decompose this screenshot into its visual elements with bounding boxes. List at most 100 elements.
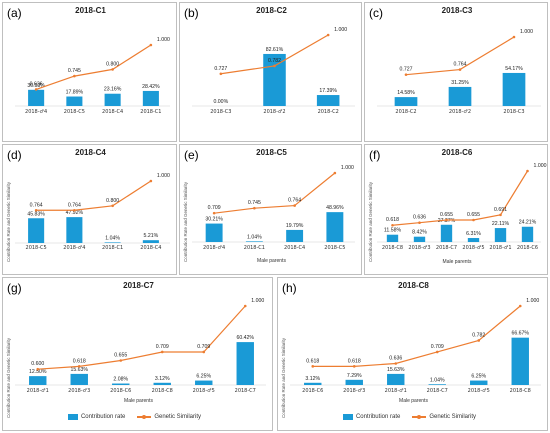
chart-plot: 12.50% 15.63% 2.08% 3.12% 6.25% 60.42% 0.600 0.… [15,298,266,404]
line-point [311,365,315,368]
line-point [352,365,356,368]
similarity-line [214,172,336,214]
line-data-label: 0.764 [30,202,43,208]
x-tick-label: 2018-♂3 [408,245,430,251]
line-point [73,74,76,78]
x-tick-label: 2018-♂1 [27,388,49,394]
line-data-label: 0.655 [114,353,127,359]
chart-panel: (c) 2018-C3 14.58% 31.25% 54.17% 0.727 0.764 1.… [364,2,548,142]
legend-label: Contribution rate [355,414,401,420]
x-tick-label: 2018-♂4 [203,245,225,251]
x-tick-label: 2018-C4 [140,245,161,251]
chart-title: 2018-C1 [75,6,106,15]
bar-data-label: 31.25% [451,80,469,86]
line-point [404,73,408,76]
similarity-line [37,305,246,370]
similarity-line [312,305,521,367]
bar-data-label: 23.16% [104,87,122,93]
x-tick-label: 2018-C2 [318,109,339,115]
bar-data-label: 82.61% [266,47,284,53]
line-data-label: 1.000 [251,298,264,304]
x-tick-label: 2018-♂4 [25,109,47,115]
bar [467,238,480,242]
x-tick-label: 2018-♂1 [489,245,511,251]
legend-item: Contribution rate [342,414,401,420]
bar-data-label: 8.42% [412,230,427,236]
line-data-label: 0.782 [268,58,281,64]
bar-data-label: 19.79% [286,223,304,229]
chart-panel: (d) 2018-C4 Contribution Rate and Genetic … [2,144,177,275]
line-data-label: 0.636 [30,81,43,87]
legend-item: Contribution rate [67,414,125,420]
x-tick-label: 2018-♂4 [63,245,85,251]
bar-data-label: 17.89% [66,90,84,96]
line-point [219,72,223,76]
bar-data-label: 45.83% [27,211,45,217]
bar [304,382,322,385]
x-tick-label: 2018-♂5 [462,245,484,251]
chart-title: 2018-C2 [256,6,287,15]
chart-title: 2018-C6 [441,148,473,157]
line-data-label: 0.800 [106,198,119,204]
bar [153,382,171,385]
x-axis-title: Male parents [443,259,472,265]
bar-data-label: 7.29% [347,373,362,379]
panel-label: (d) [7,148,22,162]
line-data-label: 1.000 [157,173,170,179]
chart-title: 2018-C8 [398,281,429,290]
legend-bar-swatch [67,414,78,420]
line-data-label: 0.764 [288,198,301,204]
line-point [518,304,522,308]
x-tick-label: 2018-C1 [244,245,265,251]
bar [104,242,121,243]
line-point [149,43,153,47]
bar [428,384,446,385]
chart-plot: 14.58% 31.25% 54.17% 0.727 0.764 1.000 2018-C2… [377,29,541,115]
line-data-label: 0.709 [156,344,169,350]
bar [236,342,254,385]
chart-panel: (e) 2018-C5 Contribution Rate and Genetic … [179,144,362,275]
bar-data-label: 6.25% [471,374,486,380]
x-tick-label: 2018-C1 [140,109,161,115]
line-data-label: 0.655 [440,212,453,218]
x-tick-label: 2018-C1 [102,245,123,251]
bar [28,218,45,243]
bar [142,90,159,106]
panel-label: (c) [369,6,383,20]
line-point [326,33,330,37]
x-tick-label: 2018-C8 [510,388,531,394]
bar [195,380,213,385]
legend: Contribution rate Genetic Similarity [3,414,274,420]
x-tick-label: 2018-♂1 [385,388,407,394]
line-point [160,350,164,354]
line-point [77,365,81,368]
bar-data-label: 30.21% [205,217,223,223]
line-point [394,362,398,365]
line-point [418,221,421,224]
bar [511,337,529,385]
line-point [435,350,439,354]
line-point [458,68,462,71]
x-tick-label: 2018-C7 [427,388,448,394]
x-tick-label: 2018-♂2 [263,109,285,115]
bar [326,212,344,242]
x-tick-label: 2018-C3 [503,109,524,115]
bar [387,373,405,385]
line-data-label: 0.636 [413,215,426,221]
bar-data-label: 28.42% [142,84,160,90]
bar [502,72,526,106]
bar-data-label: 11.58% [384,228,402,234]
bar-data-label: 22.11% [492,221,510,227]
x-axis-title: Male parents [399,398,428,404]
x-tick-label: 2018-C4 [102,109,123,115]
chart-plot: 11.58%8.42%27.37%6.31%22.11%24.21%0.6180… [377,163,547,265]
bar-data-label: 47.92% [66,210,84,216]
line-point [333,171,337,175]
x-axis-title: Male parents [257,258,286,264]
line-point [149,179,153,183]
bar-data-label: 66.67% [511,331,529,337]
bar [440,224,453,242]
line-data-label: 1.000 [520,29,533,35]
chart-title: 2018-C5 [256,148,287,157]
bar-data-label: 3.12% [305,376,320,382]
